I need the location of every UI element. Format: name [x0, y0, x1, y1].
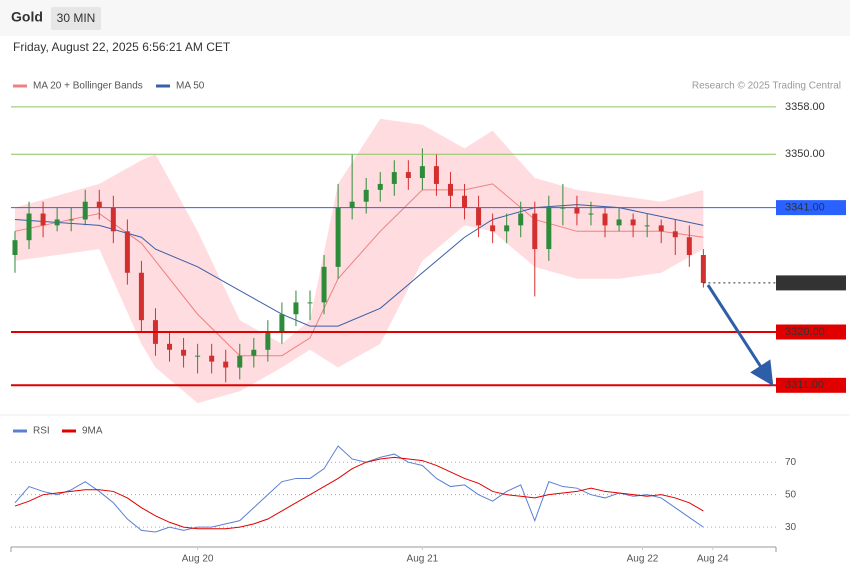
candle-body — [110, 207, 116, 232]
candle-body — [26, 213, 32, 241]
candle-body — [546, 207, 552, 250]
candle-body — [195, 355, 201, 357]
legend-swatch — [13, 84, 27, 88]
legend-label: RSI — [33, 426, 50, 437]
candle-body — [335, 207, 341, 267]
candle-body — [532, 213, 538, 250]
candle-body — [504, 225, 510, 232]
indicator-line — [14, 456, 704, 530]
candle-body — [279, 314, 285, 332]
candle-body — [96, 201, 102, 208]
legend-label: 9MA — [82, 426, 103, 437]
bollinger-band — [14, 118, 704, 404]
price-label: 3350.00 — [785, 148, 825, 160]
candle-body — [251, 349, 257, 356]
candle-body — [433, 166, 439, 184]
candle-body — [616, 219, 622, 226]
candle-body — [672, 231, 678, 238]
instrument-title: Gold — [11, 9, 43, 25]
candle-body — [54, 219, 60, 226]
candle-body — [12, 240, 18, 255]
price-label: 3358.00 — [785, 101, 825, 113]
candle-body — [447, 183, 453, 196]
candle-body — [265, 332, 271, 350]
candle-body — [391, 172, 397, 184]
candle-body — [518, 213, 524, 226]
candle-body — [40, 213, 46, 226]
legend-swatch — [62, 429, 76, 433]
price-label: 3311.00 — [785, 379, 824, 391]
candle-body — [686, 237, 692, 255]
price-label: 3320.00 — [785, 326, 825, 338]
candle-body — [630, 219, 636, 226]
candle-body — [405, 172, 411, 178]
moving-average — [14, 204, 704, 327]
candle-body — [602, 213, 608, 226]
indicator-line — [14, 445, 704, 533]
candle-body — [293, 302, 299, 315]
legend-swatch — [156, 84, 170, 88]
candle-body — [68, 219, 74, 221]
legend-label: MA 50 — [176, 81, 205, 92]
forecast-arrow — [706, 284, 774, 387]
candle-body — [476, 207, 482, 226]
timestamp: Friday, August 22, 2025 6:56:21 AM CET — [13, 40, 231, 54]
candle-body — [574, 207, 580, 214]
credit: Research © 2025 Trading Central — [692, 81, 841, 92]
header-bar — [0, 0, 850, 36]
x-tick-label: Aug 22 — [627, 554, 659, 565]
x-tick-label: Aug 24 — [697, 554, 729, 565]
x-tick-label: Aug 21 — [407, 554, 439, 565]
candle-body — [181, 349, 187, 356]
price-badge — [776, 275, 846, 291]
x-tick-label: Aug 20 — [182, 554, 214, 565]
candle-body — [237, 355, 243, 368]
candle-body — [82, 201, 88, 220]
candle-body — [349, 201, 355, 208]
candle-body — [124, 231, 130, 273]
candle-body — [490, 225, 496, 232]
candle-body — [321, 266, 327, 303]
candle-body — [644, 225, 650, 227]
candle-body — [658, 225, 664, 232]
candle-body — [700, 255, 706, 283]
y-tick-label: 30 — [785, 522, 797, 533]
y-tick-label: 50 — [785, 489, 797, 500]
y-tick-label: 70 — [785, 457, 797, 468]
candle-body — [462, 195, 468, 208]
legend-swatch — [13, 429, 27, 433]
price-badge — [776, 200, 846, 216]
candle-body — [209, 355, 215, 362]
candle-body — [307, 302, 313, 304]
price-label: 3341.00 — [785, 202, 825, 214]
legend-label: MA 20 + Bollinger Bands — [33, 81, 143, 92]
candle-body — [377, 183, 383, 190]
moving-average — [14, 183, 704, 357]
candle-body — [363, 189, 369, 202]
timeframe[interactable]: 30 MIN — [57, 11, 96, 25]
timeframe-button[interactable] — [51, 7, 101, 30]
candle-body — [419, 166, 425, 178]
price-badge — [776, 324, 846, 340]
price-badge — [776, 377, 846, 393]
candle-body — [138, 272, 144, 321]
candle-body — [588, 213, 594, 215]
candle-body — [223, 361, 229, 368]
candle-body — [167, 343, 173, 350]
price-label: 3328.29 — [785, 277, 825, 289]
